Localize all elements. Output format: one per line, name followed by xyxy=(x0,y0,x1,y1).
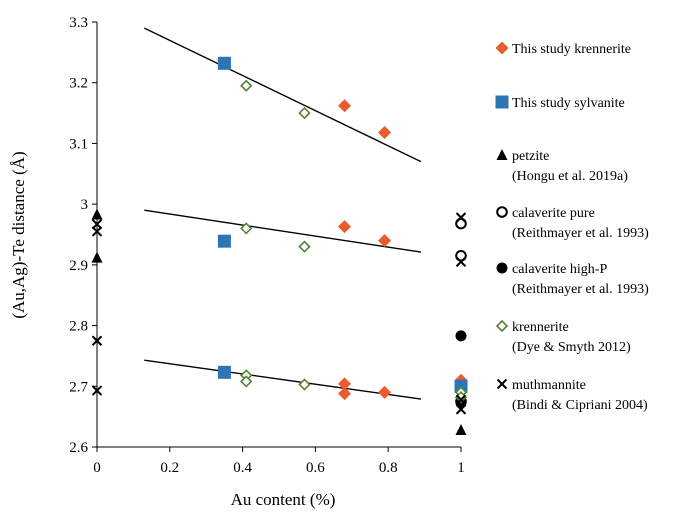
data-point xyxy=(338,99,352,113)
y-axis-label: (Au,Ag)-Te distance (Å) xyxy=(9,151,28,318)
axes: 2.6 2.7 2.8 2.9 3 3.1 3.2 3.3 0 0.2 0.4 0.6 0.8 1 xyxy=(69,15,465,476)
data-point xyxy=(338,387,352,401)
legend-entry-text: muthmannite xyxy=(512,378,586,393)
data-point xyxy=(495,319,509,333)
data-point xyxy=(217,234,231,248)
legend-entry-text: (Bindi & Cipriani 2004) xyxy=(512,398,648,413)
legend-entry-text: (Reithmayer et al. 1993) xyxy=(512,282,649,297)
data-point xyxy=(217,365,231,379)
x-tick-label: 1 xyxy=(457,460,465,476)
legend-entry-text: petzite xyxy=(512,149,549,164)
data-point xyxy=(455,404,467,415)
legend-entry-text: (Hongu et al. 2019a) xyxy=(512,169,628,184)
trendline xyxy=(144,27,422,163)
data-point xyxy=(91,226,103,237)
y-tick-label: 3.2 xyxy=(69,76,88,92)
x-tick-label: 0 xyxy=(93,460,101,476)
trendline xyxy=(144,209,422,253)
y-tick-label: 2.7 xyxy=(69,379,88,395)
data-point xyxy=(240,375,253,388)
y-tick-label: 3.1 xyxy=(69,136,88,152)
data-point xyxy=(496,206,508,218)
data-point xyxy=(455,212,467,223)
y-tick-label: 2.9 xyxy=(69,258,88,274)
data-point xyxy=(378,126,392,139)
data-point xyxy=(378,385,392,399)
data-points xyxy=(91,56,468,435)
x-tick-label: 0.6 xyxy=(306,460,325,476)
legend-entry-text: This study sylvanite xyxy=(512,96,625,111)
data-point xyxy=(91,385,103,396)
data-point xyxy=(217,56,231,70)
data-point xyxy=(240,79,253,92)
legend-entry-text: calaverite high-P xyxy=(512,262,607,277)
data-point xyxy=(455,424,467,435)
x-tick-label: 0.4 xyxy=(233,460,252,476)
x-axis-label: Au content (%) xyxy=(231,490,336,509)
y-tick-label: 2.6 xyxy=(69,440,88,456)
data-point xyxy=(495,95,509,109)
x-tick-label: 0.8 xyxy=(379,460,398,476)
trendline xyxy=(144,359,422,400)
data-point xyxy=(298,378,311,391)
legend: This study krennerite This study sylvanit… xyxy=(495,41,649,413)
legend-entry-text: calaverite pure xyxy=(512,206,595,221)
data-point xyxy=(455,256,467,268)
data-point xyxy=(91,251,103,263)
legend-entry-text: This study krennerite xyxy=(512,42,631,57)
data-point xyxy=(378,234,392,248)
trendlines xyxy=(144,27,422,400)
data-point xyxy=(455,394,467,405)
data-point xyxy=(298,106,311,120)
legend-entry-text: (Dye & Smyth 2012) xyxy=(512,340,631,355)
data-point xyxy=(495,41,509,55)
x-tick-label: 0.2 xyxy=(160,460,179,476)
legend-entry-text: (Reithmayer et al. 1993) xyxy=(512,226,649,241)
data-point xyxy=(338,377,352,391)
legend-entry-text: krennerite xyxy=(512,320,569,335)
data-point xyxy=(240,222,253,235)
data-point xyxy=(338,220,352,234)
y-tick-label: 2.8 xyxy=(69,319,88,335)
data-point xyxy=(455,330,467,342)
data-point xyxy=(496,378,508,390)
data-point xyxy=(298,240,311,253)
data-point xyxy=(496,149,508,160)
data-point xyxy=(91,335,103,346)
y-tick-label: 3 xyxy=(81,197,89,213)
data-point xyxy=(91,208,103,220)
data-point xyxy=(496,262,508,274)
y-tick-label: 3.3 xyxy=(69,15,88,31)
